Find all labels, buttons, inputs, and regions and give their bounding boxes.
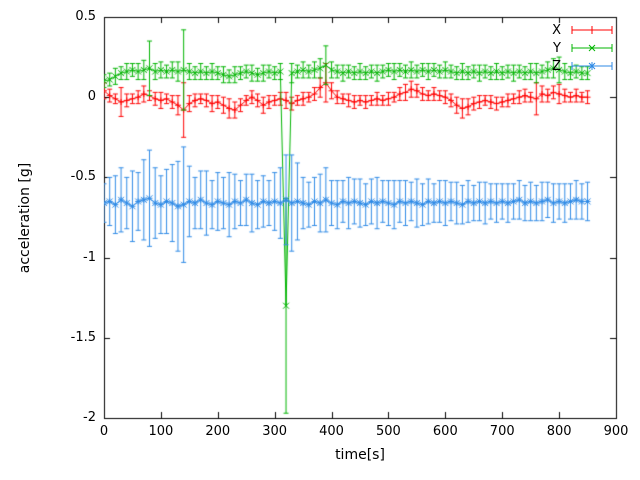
x-tick-label: 700 bbox=[489, 424, 515, 439]
y-axis-title: acceleration [g] bbox=[17, 162, 33, 274]
legend-entry: X bbox=[552, 21, 614, 39]
x-tick-label: 800 bbox=[546, 424, 572, 439]
legend-entry: Z bbox=[552, 57, 614, 75]
x-tick-label: 600 bbox=[432, 424, 458, 439]
x-tick-label: 500 bbox=[376, 424, 401, 439]
y-tick-label: 0.5 bbox=[75, 9, 96, 24]
y-tick-label: -1.5 bbox=[70, 329, 96, 345]
legend-entry-label: Z bbox=[552, 58, 561, 74]
x-tick-label: 100 bbox=[148, 424, 174, 439]
legend-entry: Y bbox=[552, 39, 614, 57]
y-tick-label: -1 bbox=[83, 249, 96, 265]
y-tick-label: 0 bbox=[87, 89, 96, 105]
legend-sample-line bbox=[571, 26, 613, 34]
legend-entry-label: X bbox=[552, 22, 561, 38]
y-tick-label: -2 bbox=[83, 410, 96, 425]
x-axis-title: time[s] bbox=[335, 447, 385, 463]
x-tick-label: 900 bbox=[603, 424, 629, 439]
legend-sample-line bbox=[571, 62, 613, 70]
x-tick-label: 200 bbox=[205, 424, 231, 439]
x-tick-label: 0 bbox=[99, 424, 109, 439]
x-tick-label: 400 bbox=[319, 424, 344, 439]
y-tick-label: -0.5 bbox=[70, 169, 96, 185]
x-tick-label: 300 bbox=[262, 424, 288, 439]
legend-sample-line bbox=[571, 44, 613, 52]
legend-entry-label: Y bbox=[553, 40, 561, 56]
